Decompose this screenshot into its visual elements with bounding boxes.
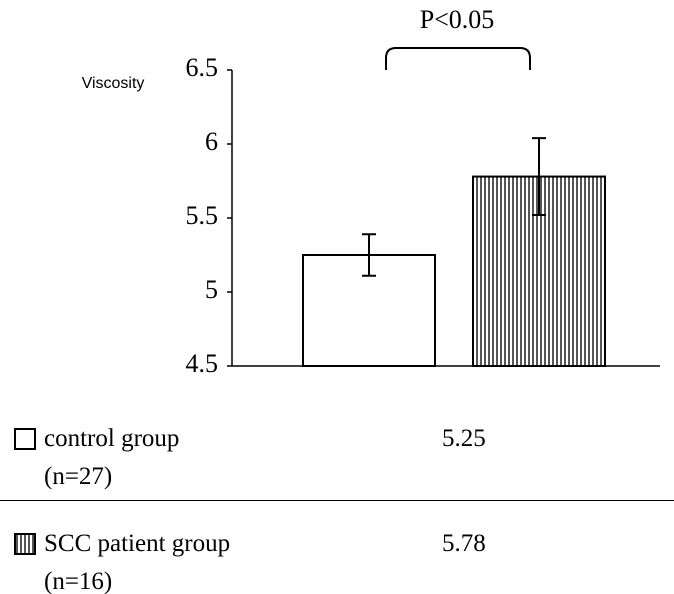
series-value: 5.25 [442, 425, 486, 452]
error-bar [362, 233, 376, 277]
series-name: SCC patient group (n=16) [44, 530, 231, 594]
y-tick-label: 5 [205, 275, 218, 304]
annotation: P<0.05 [420, 5, 495, 34]
series-name: control group (n=27) [44, 425, 180, 490]
legend-swatch [14, 428, 36, 450]
error-bar [532, 137, 546, 217]
y-tick-label: 6.5 [186, 53, 219, 82]
series-value: 5.78 [442, 530, 486, 557]
y-tick-label: 5.5 [186, 201, 219, 230]
table-separator [0, 500, 674, 501]
legend-swatch [14, 533, 36, 555]
significance-bracket [385, 47, 531, 70]
y-tick-label: 6 [205, 127, 218, 156]
y-axis-label: Viscosity [82, 75, 145, 92]
y-tick-label: 4.5 [186, 349, 219, 378]
